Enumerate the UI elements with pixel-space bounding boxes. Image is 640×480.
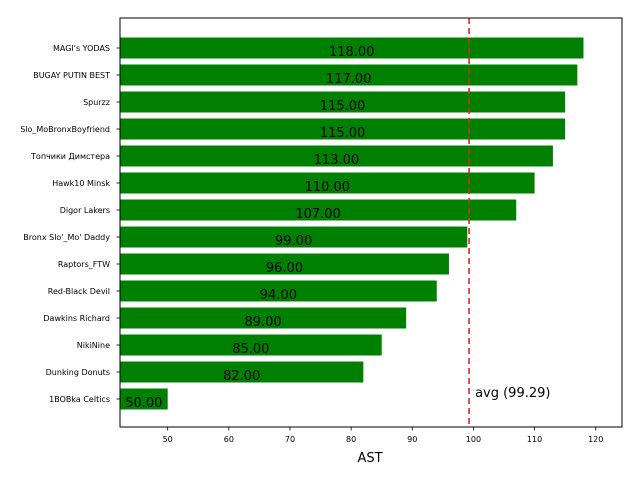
bar [120, 361, 364, 383]
bar-value-label: 50.00 [125, 396, 162, 411]
x-tick-label: 110 [527, 435, 542, 444]
y-axis: MAGI's YODAS BUGAY PUTIN BEST Spurzz Slo_Mo… [20, 44, 120, 404]
bar [120, 199, 517, 221]
bar-value-label: 85.00 [232, 342, 269, 357]
y-tick-label: BUGAY PUTIN BEST [33, 71, 110, 80]
bar [120, 118, 566, 140]
y-tick-label: Digor Lakers [60, 206, 110, 215]
x-tick-label: 90 [407, 435, 417, 444]
x-tick-label: 80 [346, 435, 356, 444]
x-tick-label: 70 [285, 435, 295, 444]
y-tick-label: MAGI's YODAS [53, 44, 110, 53]
bar [120, 226, 468, 248]
bar [120, 334, 382, 356]
y-tick-label: 1BOBka Celtics [49, 395, 110, 404]
y-tick-label: Hawk10 Minsk [52, 179, 110, 188]
bar [120, 388, 168, 410]
bar [120, 64, 578, 86]
bar [120, 280, 437, 302]
y-tick-label: Red-Black Devil [48, 287, 110, 296]
x-tick-label: 60 [224, 435, 234, 444]
x-tick-label: 120 [588, 435, 603, 444]
bar-value-label: 99.00 [275, 234, 312, 249]
bar-value-label: 110.00 [305, 180, 351, 195]
y-tick-label: Топчики Димстера [30, 152, 110, 161]
plot-frame [119, 17, 623, 428]
bar [120, 37, 584, 59]
bar-value-label: 117.00 [326, 72, 372, 87]
bar-value-label: 96.00 [266, 261, 303, 276]
y-tick-label: NikiNine [77, 341, 110, 350]
bar [120, 145, 553, 167]
bar [120, 172, 535, 194]
bar [120, 307, 407, 329]
y-tick-label: Raptors_FTW [58, 260, 110, 269]
y-tick-label: Dawkins Richard [43, 314, 110, 323]
bar-value-label: 94.00 [260, 288, 297, 303]
bars-group [120, 37, 584, 410]
x-axis-title: AST [357, 451, 382, 466]
average-label: avg (99.29) [475, 386, 550, 401]
bar-value-label: 115.00 [320, 99, 366, 114]
bar-value-label: 107.00 [295, 207, 341, 222]
bar [120, 91, 566, 113]
y-tick-label: Slo_MoBronxBoyfriend [20, 125, 110, 134]
bar-value-label: 82.00 [223, 369, 260, 384]
y-tick-label: Spurzz [83, 98, 110, 107]
y-tick-label: Bronx Slo'_Mo' Daddy [23, 233, 110, 242]
bar-value-label: 118.00 [329, 45, 375, 60]
bar-labels-group: 118.00 117.00 115.00 115.00 113.00 110.00 107.… [125, 45, 374, 411]
plot-background [120, 18, 622, 427]
bar [120, 253, 449, 275]
bar-value-label: 115.00 [320, 126, 366, 141]
x-tick-label: 100 [466, 435, 481, 444]
x-tick-label: 50 [163, 435, 173, 444]
y-tick-label: Dunking Donuts [46, 368, 110, 377]
x-axis: 50 60 70 80 90 100 110 120 [163, 427, 603, 444]
bar-value-label: 89.00 [244, 315, 281, 330]
bar-value-label: 113.00 [314, 153, 360, 168]
